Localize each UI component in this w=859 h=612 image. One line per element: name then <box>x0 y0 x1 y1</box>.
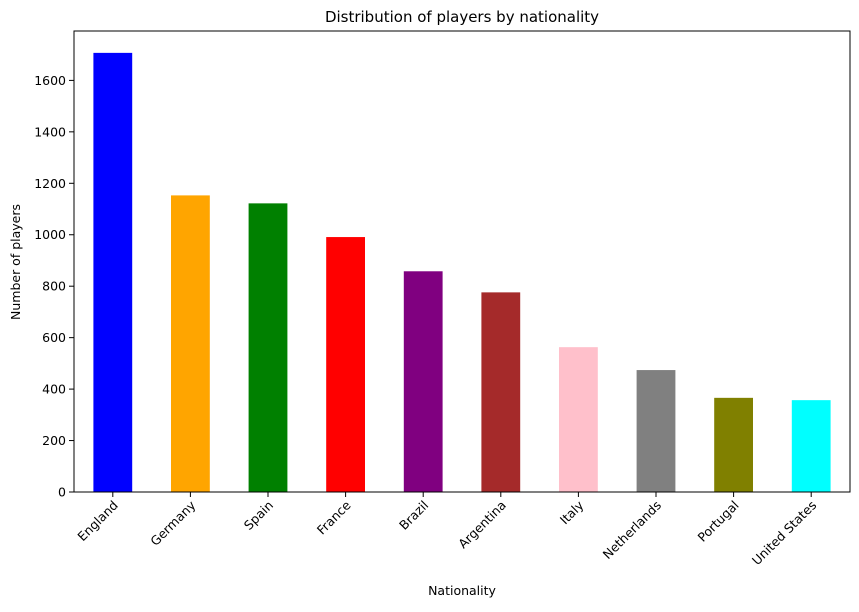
bar-brazil <box>403 271 443 492</box>
x-axis-label: Nationality <box>428 583 496 598</box>
bar-netherlands <box>636 370 676 492</box>
bar-france <box>326 237 365 492</box>
chart-title: Distribution of players by nationality <box>325 8 599 26</box>
x-tick-label: Portugal <box>694 498 741 545</box>
y-tick-label: 600 <box>42 330 66 345</box>
x-tick-label: United States <box>749 498 819 568</box>
y-tick-label: 0 <box>58 485 66 500</box>
x-tick-label: France <box>314 497 354 537</box>
y-axis-label: Number of players <box>8 204 23 320</box>
y-axis-ticks: 0 200 400 600 800 1000 1200 1400 1600 <box>34 73 74 500</box>
bar-england <box>93 52 133 493</box>
x-axis-ticks: England Germany Spain France Brazil Argentina… <box>74 492 819 568</box>
x-tick-label: Argentina <box>455 498 509 552</box>
bar-spain <box>248 203 288 493</box>
bar-united-states <box>791 400 831 492</box>
x-tick-label: Spain <box>241 498 276 533</box>
bar-italy <box>559 347 598 492</box>
y-tick-label: 1000 <box>34 227 66 242</box>
y-tick-label: 1600 <box>34 73 66 88</box>
bar-argentina <box>481 292 521 492</box>
y-tick-label: 400 <box>42 382 66 397</box>
plot-frame <box>73 30 851 493</box>
x-tick-label: Germany <box>147 497 199 549</box>
y-tick-label: 1400 <box>34 124 66 139</box>
y-tick-label: 200 <box>42 433 66 448</box>
bar-portugal <box>714 397 753 492</box>
x-tick-label: Brazil <box>396 498 431 533</box>
x-tick-label: Netherlands <box>600 498 664 562</box>
x-tick-label: England <box>74 498 120 544</box>
bars-group <box>93 52 831 493</box>
y-tick-label: 1200 <box>34 176 66 191</box>
bar-germany <box>171 195 210 492</box>
x-tick-label: Italy <box>557 497 587 527</box>
y-tick-label: 800 <box>42 279 66 294</box>
